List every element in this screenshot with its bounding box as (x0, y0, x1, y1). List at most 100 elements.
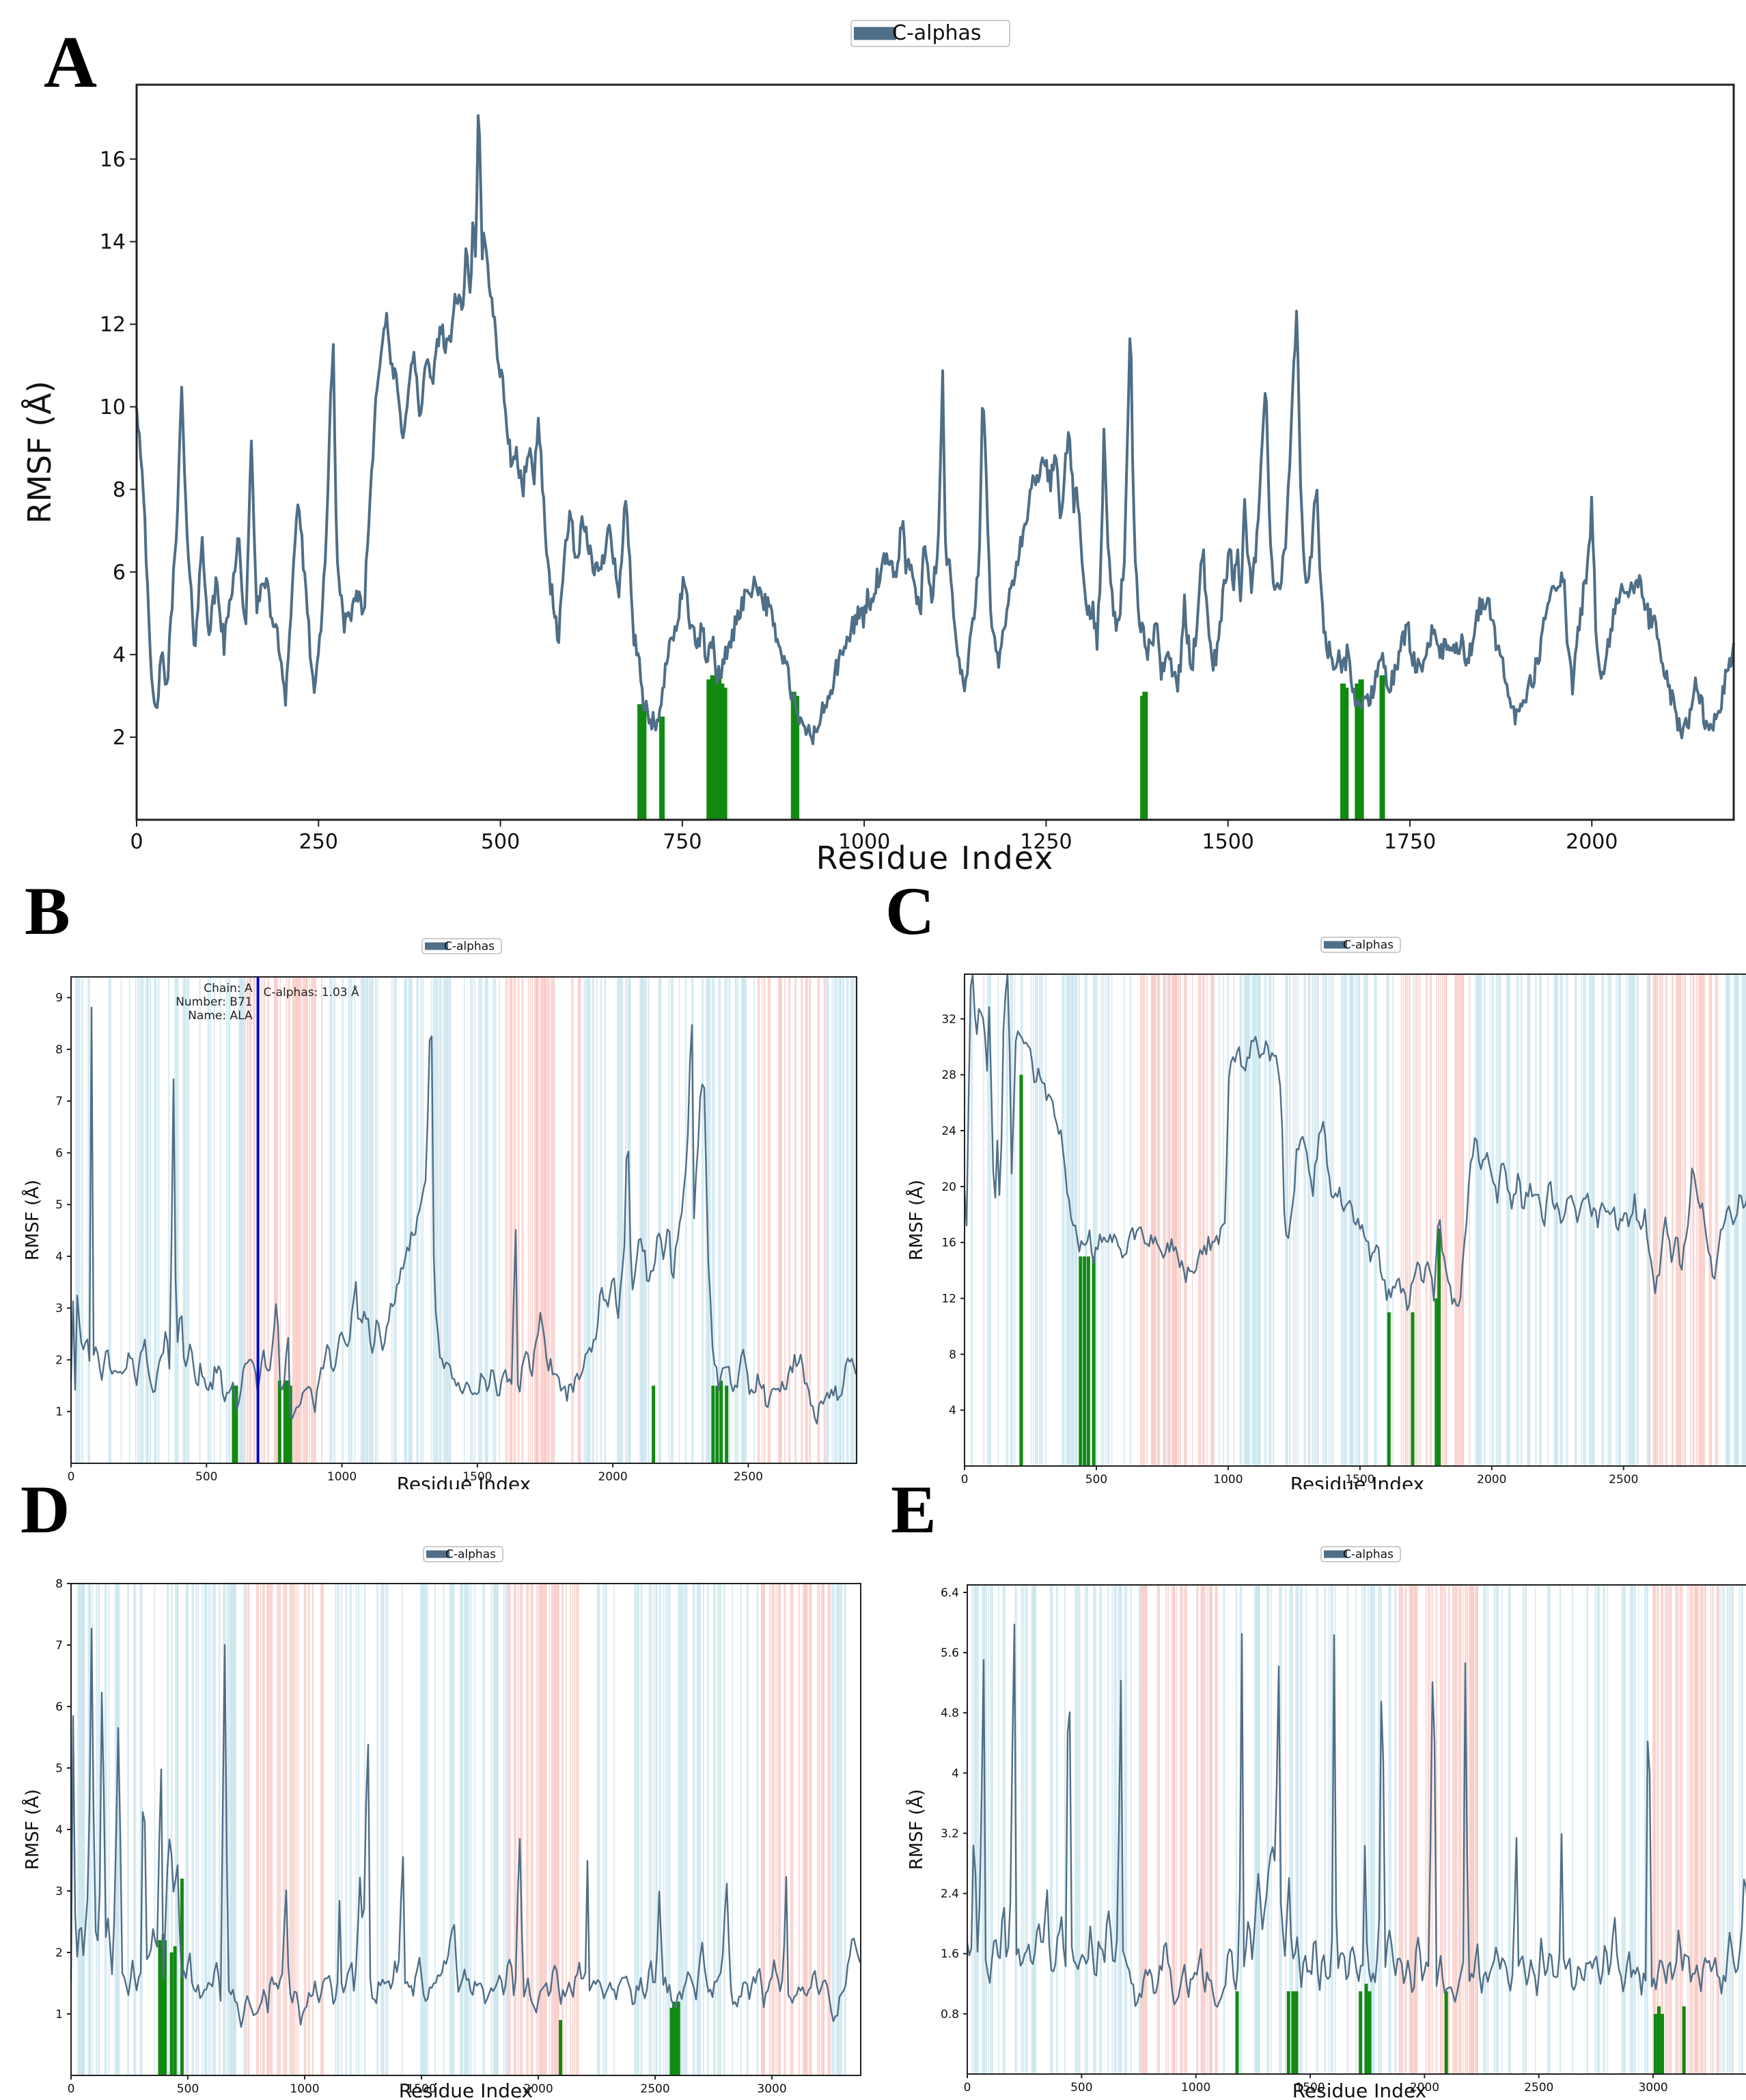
structure-band (1708, 974, 1713, 1466)
structure-band (1582, 974, 1586, 1466)
structure-band (1539, 974, 1542, 1466)
x-tick-label: 1500 (462, 1470, 492, 1484)
contact-bar (1411, 1312, 1415, 1466)
x-tick-label: 2000 (598, 1470, 627, 1484)
structure-band (1023, 1585, 1025, 2074)
structure-band (505, 977, 507, 1463)
contact-bars (232, 1380, 729, 1463)
structure-band (1249, 974, 1251, 1466)
structure-band (971, 1585, 973, 2074)
structure-band (1626, 974, 1628, 1466)
x-tick-label: 1000 (290, 2082, 319, 2096)
structure-band (784, 1584, 786, 2075)
structure-band (627, 977, 630, 1463)
structure-band (1030, 974, 1032, 1466)
structure-band (1717, 974, 1719, 1466)
structure-band (634, 1584, 637, 2075)
structure-band (553, 977, 555, 1463)
structure-band (1271, 1585, 1272, 2074)
structure-band (840, 977, 842, 1463)
structure-band (120, 977, 122, 1463)
structure-band (1710, 1585, 1712, 2074)
structure-band (333, 977, 335, 1463)
structure-band (176, 977, 179, 1463)
structure-band (81, 977, 83, 1463)
y-tick-label: 7 (55, 1095, 63, 1109)
structure-band (1206, 1585, 1208, 2074)
structure-band (613, 1584, 615, 2075)
structure-band (505, 1584, 508, 2075)
structure-band (1637, 1585, 1639, 2074)
structure-band (354, 977, 356, 1463)
contact-bar (1660, 2013, 1664, 2074)
structure-band (1196, 1585, 1199, 2074)
structure-band (1473, 1585, 1475, 2074)
structure-band (1632, 974, 1635, 1466)
structure-band (182, 977, 185, 1463)
structure-band (1716, 1585, 1719, 2074)
structure-band (746, 1584, 749, 2075)
structure-band (139, 977, 141, 1463)
structure-band (1293, 974, 1295, 1466)
structure-band (243, 1584, 246, 2075)
structure-band (1285, 1585, 1286, 2074)
structure-band (1730, 1585, 1734, 2074)
structure-band (756, 1584, 759, 2075)
contact-bar (1019, 1075, 1023, 1466)
structure-band (1025, 1585, 1028, 2074)
structure-band (1547, 974, 1549, 1466)
structure-band (1388, 974, 1389, 1466)
structure-band (1672, 974, 1674, 1466)
structure-band (1243, 974, 1247, 1466)
structure-band (1704, 1585, 1706, 2074)
structure-band (459, 1584, 462, 2075)
structure-band (1167, 1585, 1169, 2074)
structure-band (1398, 1585, 1401, 2074)
structure-band (1415, 1585, 1418, 2074)
contact-bar (710, 675, 716, 820)
structure-band (1120, 1585, 1122, 2074)
structure-band (557, 1584, 560, 2075)
structure-band (604, 977, 607, 1463)
contact-bar (159, 1946, 163, 2075)
structure-band (1370, 1585, 1373, 2074)
structure-band (1495, 1585, 1499, 2074)
structure-band (1355, 974, 1357, 1466)
structure-band (273, 977, 277, 1463)
structure-band (1607, 1585, 1609, 2074)
structure-band (1138, 1585, 1141, 2074)
structure-band (1068, 974, 1070, 1466)
structure-band (213, 977, 215, 1463)
legend: C-alphas (421, 938, 502, 954)
structure-band (1167, 974, 1170, 1466)
structure-band (145, 977, 149, 1463)
structure-band (1266, 1585, 1270, 2074)
structure-band (158, 977, 160, 1463)
structure-band (1316, 974, 1319, 1466)
structure-band (1654, 1585, 1656, 2074)
structure-band (279, 977, 281, 1463)
structure-band (1072, 974, 1075, 1466)
structure-band (1646, 974, 1650, 1466)
structure-band (571, 977, 574, 1463)
structure-band (370, 977, 374, 1463)
structure-band (971, 974, 973, 1466)
structure-band (804, 1584, 808, 2075)
legend: C-alphas (850, 20, 1010, 47)
structure-band (464, 977, 465, 1463)
structure-band (1185, 974, 1187, 1466)
structure-band (1285, 974, 1288, 1466)
chart-e: 0 500 1000 1500 2000 2500 3000 0.8 1.6 2.4 3.2 4 4.8… (905, 1546, 1746, 2100)
structure-band (1140, 974, 1143, 1466)
structure-band (472, 977, 473, 1463)
structure-band (1409, 974, 1411, 1466)
structure-band (321, 977, 323, 1463)
structure-band (199, 977, 201, 1463)
structure-band (1307, 974, 1311, 1466)
x-tick-label: 1500 (406, 2082, 436, 2096)
structure-band (1728, 1585, 1731, 2074)
structure-band (1235, 1585, 1237, 2074)
x-tick-label: 0 (68, 1470, 75, 1484)
structure-band (1034, 974, 1038, 1466)
structure-band (1111, 1585, 1113, 2074)
